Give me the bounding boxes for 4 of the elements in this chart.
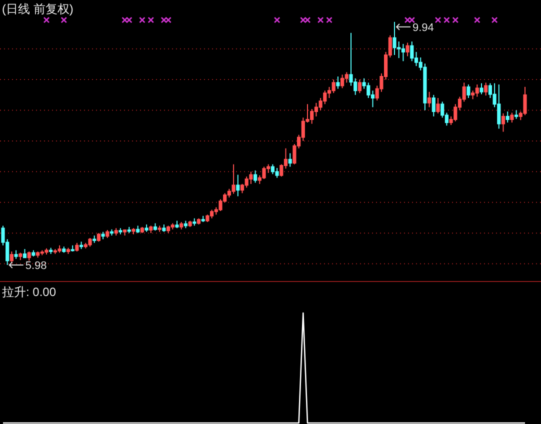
chart-title: 拉升: 0.00 [2, 285, 56, 299]
annotation: 5.98 [25, 260, 47, 272]
annotation: 9.94 [412, 22, 434, 34]
chart-title: (日线 前复权) [2, 2, 74, 16]
